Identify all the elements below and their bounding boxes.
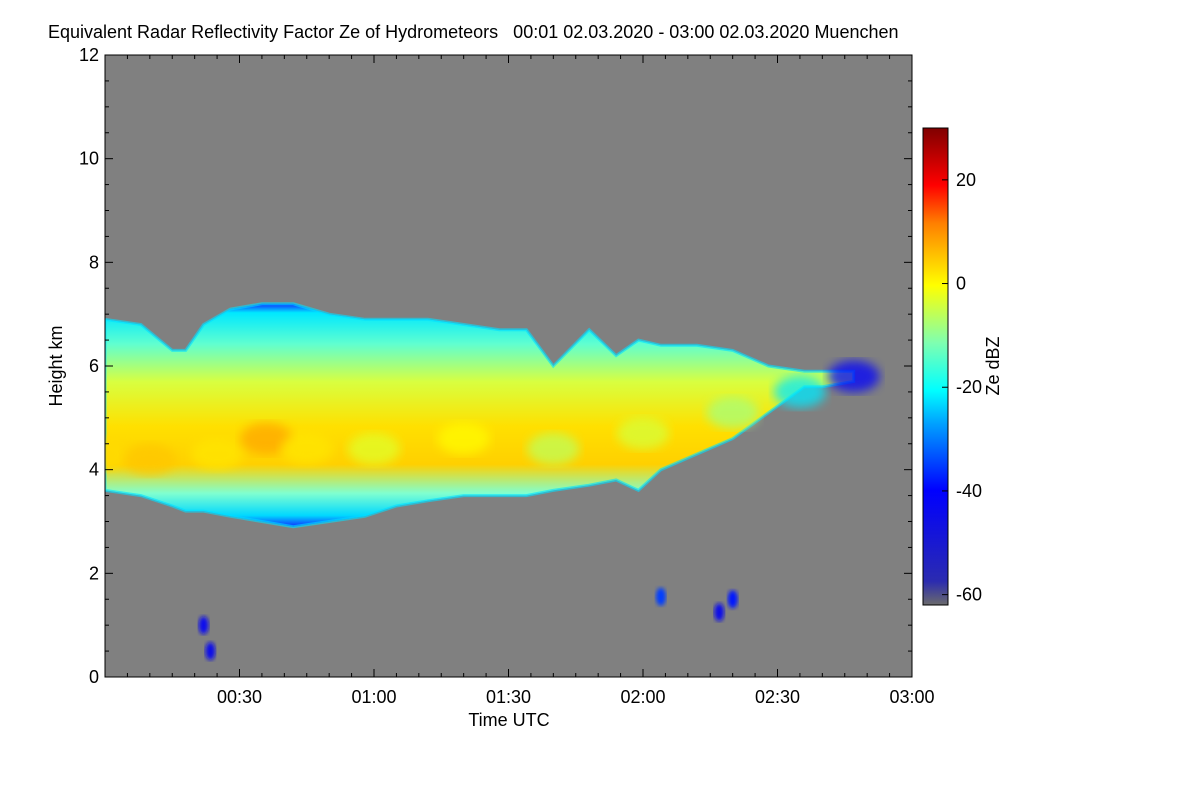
x-tick-label: 01:00 [351,687,396,707]
y-tick-label: 2 [89,563,99,583]
reflectivity-data [105,302,880,661]
colorbar: 20 0 -20 -40 -60 Ze dBZ [922,127,1003,606]
colorbar-tick-label: 0 [956,274,966,294]
colorbar-tick-label: 20 [956,170,976,190]
core-cell [280,432,333,465]
core-cell [706,396,759,429]
core-cell [240,422,293,455]
x-axis: 00:30 01:00 01:30 02:00 02:30 03:00 [104,55,935,707]
x-axis-label: Time UTC [468,710,549,730]
low-echo [198,616,209,635]
y-tick-label: 10 [79,149,99,169]
x-tick-label: 02:00 [620,687,665,707]
core-cell [617,417,669,450]
core-cell [123,443,176,476]
colorbar-tick-label: -20 [956,377,982,397]
low-echo [655,587,666,606]
low-echo [714,603,725,622]
x-tick-label: 00:30 [217,687,262,707]
core-cell [437,422,490,455]
core-cell [773,375,826,408]
x-tick-label: 01:30 [486,687,531,707]
core-cell [827,360,880,393]
x-tick-label: 03:00 [889,687,934,707]
x-tick-label: 02:30 [755,687,800,707]
chart-title: Equivalent Radar Reflectivity Factor Ze … [48,22,899,42]
colorbar-tick-label: -60 [956,585,982,605]
colorbar-label: Ze dBZ [983,336,1003,395]
low-echo [205,642,216,661]
colorbar-gradient [922,127,949,606]
y-tick-label: 6 [89,356,99,376]
core-cell [527,432,580,465]
core-cell [348,432,400,465]
y-axis: 0 2 4 6 8 10 12 [79,45,912,687]
y-tick-label: 0 [89,667,99,687]
y-tick-label: 4 [89,460,99,480]
y-axis-label: Height km [46,325,66,406]
core-cell [191,438,244,471]
low-echo [727,590,738,609]
colorbar-ticks: 20 0 -20 -40 -60 [942,170,982,605]
colorbar-tick-label: -40 [956,481,982,501]
y-tick-label: 8 [89,252,99,272]
plot-area: 00:30 01:00 01:30 02:00 02:30 03:00 0 2 4 6 8 10 12… [46,45,935,730]
y-tick-label: 12 [79,45,99,65]
